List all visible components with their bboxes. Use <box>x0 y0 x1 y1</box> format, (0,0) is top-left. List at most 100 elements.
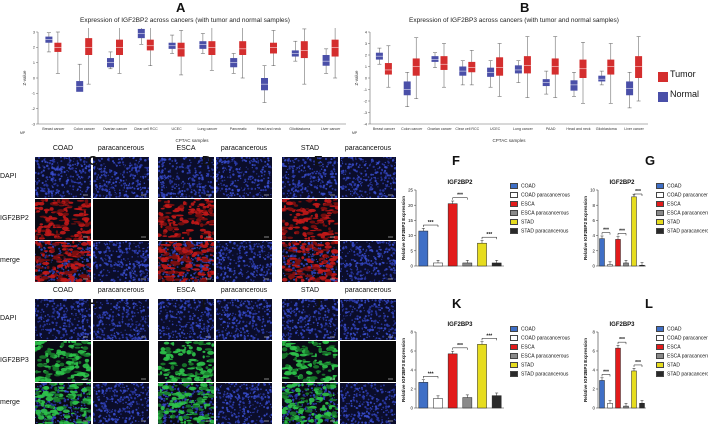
boxplot-box <box>403 81 411 96</box>
boxplot-tick-label: -3 <box>32 122 35 126</box>
bar-legend-label: COAD paracancerous <box>521 335 570 342</box>
bar-legend-label: COAD paracancerous <box>667 335 708 342</box>
panel-letter-g: G <box>645 153 656 168</box>
bar-legend-label: COAD <box>667 183 682 190</box>
bar-legend-swatch <box>510 210 518 216</box>
panel-letter-k: K <box>452 296 462 311</box>
panel-letter-h: H <box>88 296 98 311</box>
boxplot-ylabel: Z-value <box>354 70 359 86</box>
boxplot-tick-label: -4 <box>364 122 367 126</box>
boxplot-box <box>331 39 339 57</box>
bar-tick-label: 5 <box>411 248 414 253</box>
micro-top-col-label: paracancerous <box>344 145 392 152</box>
panel-letter-j: J <box>314 296 322 311</box>
bar-legend-swatch <box>656 219 664 225</box>
panel-letter-e: E <box>314 153 323 168</box>
bar-chart-title: IGF2BP3 <box>609 322 635 328</box>
boxplot-category-label: Glioblastoma <box>596 127 617 131</box>
bar-legend-item: ESCA <box>510 201 535 207</box>
sig-bracket <box>633 364 643 367</box>
boxplot-category-label: Head and neck <box>257 127 281 131</box>
micro-bottom-tile <box>158 383 214 424</box>
sig-label: *** <box>635 360 641 366</box>
boxplot-corner: MP <box>20 131 26 135</box>
sig-label: *** <box>603 369 609 375</box>
bar-tick-label: 6 <box>593 349 596 354</box>
sig-label: *** <box>619 337 625 343</box>
sig-label: *** <box>428 371 434 377</box>
micro-bottom-tile <box>158 299 214 340</box>
micro-top-tile <box>35 199 91 240</box>
sig-label: *** <box>428 220 434 226</box>
micro-bottom-col-label: STAD <box>300 287 320 294</box>
micro-top-col-label: COAD <box>52 145 74 152</box>
boxplot-box <box>431 56 439 62</box>
legend-tumor-label: Tumor <box>670 69 696 79</box>
bar-legend-swatch <box>656 210 664 216</box>
bar-legend-item: STAD paracancerous <box>510 228 568 234</box>
boxplot-box <box>270 42 277 54</box>
boxplot-category-label: Lung cancer <box>198 127 219 131</box>
micro-top-tile <box>158 241 214 282</box>
panel-letter-f: F <box>452 153 460 168</box>
micro-bottom-col-label: COAD <box>52 287 74 294</box>
bar-legend-swatch <box>510 362 518 368</box>
bar-legend-item: STAD <box>656 219 680 225</box>
bar-legend-swatch <box>656 335 664 341</box>
bar-chart-title: IGF2BP3 <box>447 322 473 328</box>
bar-legend-swatch <box>510 371 518 377</box>
micro-bottom-tile <box>340 299 396 340</box>
bar-chart-title: IGF2BP2 <box>609 180 635 186</box>
bar-chart-title: IGF2BP2 <box>447 180 473 186</box>
sig-bracket <box>617 341 627 345</box>
sig-label: *** <box>603 228 609 234</box>
boxplot-tick-label: 4 <box>365 30 367 34</box>
bar <box>599 238 605 267</box>
bar-tick-label: 25 <box>408 188 413 193</box>
bar-legend-label: ESCA paracancerous <box>667 210 708 217</box>
micro-bottom-row-label: IGF2BP3 <box>0 356 29 364</box>
micro-bottom-tile <box>35 383 91 424</box>
bar <box>477 242 487 267</box>
boxplot-tick-label: 3 <box>33 30 35 34</box>
bar-tick-label: 20 <box>408 203 413 208</box>
micro-top-tile <box>340 157 396 198</box>
boxplot-box <box>514 65 522 74</box>
bar-ylabel: Relative IGF2BP3 Expression <box>583 338 588 402</box>
micro-bottom-row-label: merge <box>0 398 20 406</box>
bar-chart-k: IGF2BP3 0 2 4 6 8 Relative IGF2BP3 Expression *… <box>401 322 504 411</box>
boxplot-tick-label: 0 <box>33 76 35 80</box>
bar <box>477 344 487 409</box>
legend-tumor-swatch <box>658 72 668 82</box>
bar-legend-item: ESCA paracancerous <box>656 353 708 359</box>
micro-bottom-tile <box>93 383 149 424</box>
micro-top-tile <box>282 199 338 240</box>
bar <box>607 403 613 409</box>
bar-legend-swatch <box>510 192 518 198</box>
bar-legend-swatch <box>510 183 518 189</box>
boxplot-box <box>598 75 606 82</box>
bar-tick-label: 0 <box>411 264 414 269</box>
boxplot-a-title: Expression of IGF2BP2 across cancers (wi… <box>80 17 290 24</box>
bar-legend-swatch <box>656 344 664 350</box>
micro-bottom-tile <box>93 341 149 382</box>
bar-legend-item: COAD paracancerous <box>510 335 570 341</box>
bar-legend-item: STAD <box>656 362 680 368</box>
bar-legend-item: STAD paracancerous <box>656 228 708 234</box>
bar-tick-label: 10 <box>590 188 595 193</box>
bar-legend-label: STAD <box>521 219 534 226</box>
bar-legend-swatch <box>510 201 518 207</box>
bar-tick-label: 0 <box>593 406 596 411</box>
boxplot-box <box>239 41 247 55</box>
bar <box>418 230 429 267</box>
bar <box>447 203 458 267</box>
boxplot-tick-label: 2 <box>33 46 35 50</box>
bar-legend-label: STAD paracancerous <box>521 228 569 235</box>
bar-tick-label: 0 <box>593 264 596 269</box>
bar-legend-swatch <box>656 371 664 377</box>
micro-top-col-label: STAD <box>300 145 320 152</box>
micro-bottom-row-label: DAPI <box>0 314 17 322</box>
boxplot-box <box>208 41 216 55</box>
sig-bracket <box>423 224 439 228</box>
micro-bottom-col-label: paracancerous <box>220 287 268 294</box>
